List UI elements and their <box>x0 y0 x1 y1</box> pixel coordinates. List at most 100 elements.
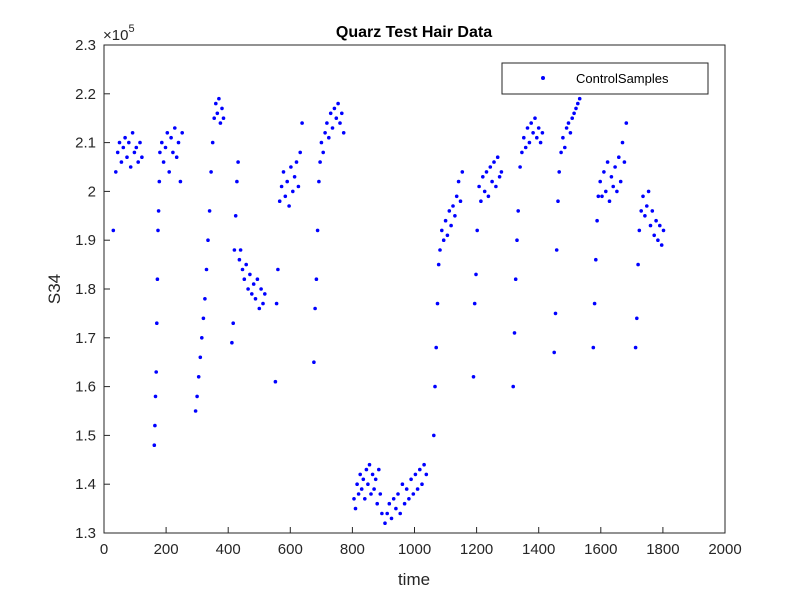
data-point <box>123 135 127 140</box>
x-tick-label: 1800 <box>646 541 679 558</box>
data-point <box>477 184 481 189</box>
data-point <box>605 160 610 164</box>
data-point <box>281 170 286 174</box>
data-point <box>434 345 439 350</box>
data-point <box>336 101 340 106</box>
data-point <box>479 199 483 203</box>
data-point <box>522 135 526 140</box>
data-point <box>615 189 619 194</box>
data-point <box>323 131 327 135</box>
data-point <box>370 472 375 477</box>
data-point <box>317 179 321 184</box>
data-point <box>255 277 260 282</box>
data-point <box>210 140 215 145</box>
data-point <box>557 170 561 174</box>
y-tick-label: 1.5 <box>75 427 96 444</box>
data-point <box>296 184 301 189</box>
data-point <box>432 433 436 438</box>
data-point <box>171 150 175 155</box>
x-tick-label: 1200 <box>460 541 493 558</box>
data-point <box>553 311 558 316</box>
data-point <box>572 111 576 116</box>
x-tick-label: 1400 <box>522 541 555 558</box>
data-point <box>472 301 477 306</box>
x-tick-label: 1000 <box>398 541 431 558</box>
data-point <box>369 492 373 496</box>
data-point <box>201 316 206 321</box>
x-tick-label: 800 <box>340 541 365 558</box>
data-point <box>574 106 578 111</box>
data-point <box>596 194 601 199</box>
data-point <box>327 135 331 140</box>
data-point <box>591 345 596 350</box>
data-point <box>641 194 645 199</box>
x-tick-label: 400 <box>216 541 241 558</box>
data-point <box>497 175 502 179</box>
data-point <box>277 199 282 203</box>
data-point <box>178 179 183 184</box>
data-point <box>536 126 541 130</box>
data-point <box>661 228 666 233</box>
data-point <box>215 111 220 116</box>
data-point <box>531 131 535 135</box>
data-point <box>646 189 651 194</box>
data-point <box>515 238 519 242</box>
data-point <box>312 360 316 365</box>
data-point <box>242 277 247 282</box>
y-exponent-base: ×10 <box>103 27 128 44</box>
data-point <box>648 223 653 228</box>
data-point <box>340 111 344 116</box>
data-point <box>156 209 161 213</box>
data-point <box>538 140 543 145</box>
data-point <box>445 233 450 238</box>
data-point <box>130 131 135 135</box>
data-point <box>566 121 571 125</box>
data-point <box>193 409 198 413</box>
x-axis-label: time <box>398 570 430 589</box>
y-tick-label: 1.3 <box>75 525 96 542</box>
data-point <box>358 472 363 477</box>
data-point <box>618 179 623 184</box>
data-point <box>385 511 390 516</box>
y-tick-label: 1.8 <box>75 281 96 298</box>
data-point <box>375 501 380 506</box>
data-point <box>513 277 518 282</box>
data-point <box>494 184 498 189</box>
data-point <box>424 472 429 477</box>
data-point <box>639 209 643 213</box>
data-point <box>443 218 448 223</box>
data-point <box>157 179 162 184</box>
data-point <box>134 145 139 150</box>
data-point <box>373 477 378 482</box>
data-point <box>563 145 567 150</box>
data-point <box>420 482 424 487</box>
data-point <box>231 321 235 326</box>
data-point <box>156 228 160 233</box>
data-point <box>313 306 317 311</box>
data-point <box>160 140 164 145</box>
data-point <box>212 116 216 120</box>
data-point <box>600 194 604 199</box>
data-point <box>460 170 465 174</box>
data-point <box>433 384 437 389</box>
data-point <box>220 106 224 111</box>
data-point <box>173 126 177 130</box>
data-point <box>298 150 303 155</box>
y-tick-label: 1.6 <box>75 379 96 396</box>
data-point <box>155 321 159 326</box>
data-point <box>364 467 369 472</box>
data-point <box>391 497 396 501</box>
data-point <box>114 170 118 174</box>
data-point <box>230 340 234 345</box>
data-point <box>221 116 226 120</box>
data-point <box>474 272 478 277</box>
data-point <box>436 262 441 267</box>
data-point <box>319 140 324 145</box>
data-point <box>598 179 602 184</box>
data-points <box>111 96 666 525</box>
data-point <box>554 248 559 252</box>
data-point <box>656 238 660 242</box>
data-point <box>257 306 262 311</box>
data-point <box>650 209 655 213</box>
